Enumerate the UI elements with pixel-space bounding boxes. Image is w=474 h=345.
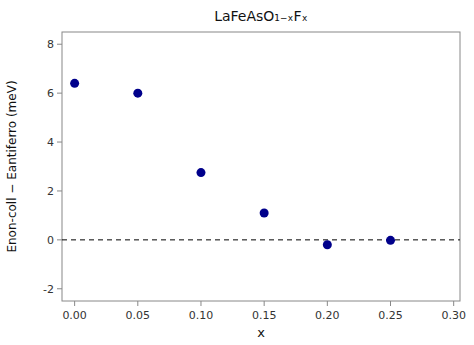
x-tick-label: 0.05	[126, 309, 151, 322]
x-tick-label: 0.30	[441, 309, 466, 322]
point	[323, 240, 332, 249]
x-tick-label: 0.15	[252, 309, 277, 322]
x-tick-label: 0.00	[62, 309, 87, 322]
point	[70, 79, 79, 88]
y-tick	[57, 288, 62, 289]
x-tick	[453, 301, 454, 306]
point	[260, 208, 269, 217]
x-tick	[390, 301, 391, 306]
y-tick-label: 6	[47, 87, 54, 100]
y-tick-label: -2	[43, 283, 54, 296]
x-tick	[327, 301, 328, 306]
x-tick	[200, 301, 201, 306]
y-tick-label: 8	[47, 38, 54, 51]
point	[386, 236, 395, 245]
x-tick	[264, 301, 265, 306]
y-tick	[57, 142, 62, 143]
x-tick-label: 0.10	[189, 309, 214, 322]
y-tick	[57, 44, 62, 45]
y-tick	[57, 239, 62, 240]
plot-frame	[62, 32, 460, 301]
chart: 0.00 0.05 0.10 0.15 0.20 0.25 0.30 -2 0 2 4 6 8 LaFeA…	[0, 0, 474, 345]
y-tick-label: 4	[47, 136, 54, 149]
x-axis-label: x	[257, 325, 265, 340]
y-tick	[57, 190, 62, 191]
x-tick	[74, 301, 75, 306]
x-tick-label: 0.20	[315, 309, 340, 322]
plot-area	[62, 79, 460, 249]
point	[133, 89, 142, 98]
point	[196, 168, 205, 177]
title: LaFeAsO₁₋ₓFₓ	[214, 8, 308, 24]
x-tick-label: 0.25	[378, 309, 403, 322]
y-axis-label: Enon-coll − Eantiferro (meV)	[5, 80, 19, 252]
y-tick-label: 0	[47, 234, 54, 247]
y-tick	[57, 93, 62, 94]
y-tick-label: 2	[47, 185, 54, 198]
x-tick	[137, 301, 138, 306]
reference-line	[62, 239, 460, 240]
